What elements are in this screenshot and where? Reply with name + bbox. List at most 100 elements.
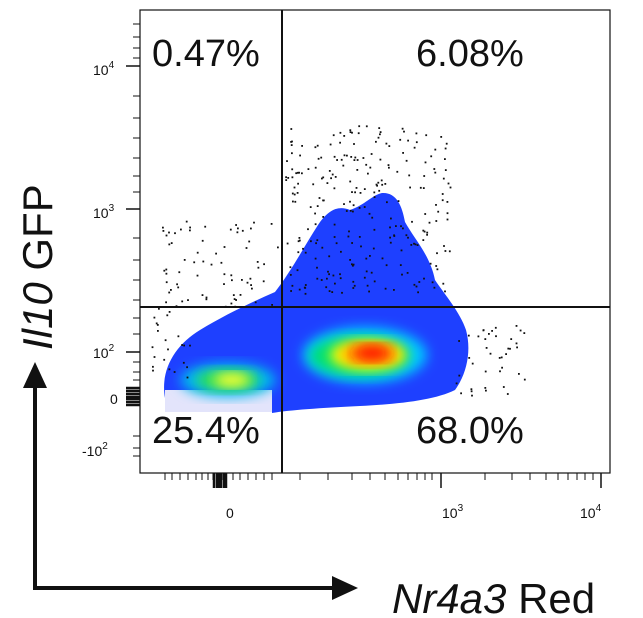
outlier-dot — [373, 280, 376, 283]
outlier-dot — [290, 128, 293, 130]
outlier-dot — [326, 277, 328, 280]
outlier-dot — [365, 125, 368, 128]
outlier-dot — [170, 289, 172, 291]
outlier-dot — [413, 146, 416, 149]
outlier-dot — [424, 213, 427, 215]
outlier-dot — [501, 366, 503, 369]
outlier-dot — [307, 228, 309, 231]
outlier-dot — [164, 339, 167, 342]
outlier-dot — [157, 330, 159, 332]
outlier-dot — [153, 316, 156, 319]
outlier-dot — [177, 286, 180, 289]
outlier-dot — [297, 251, 300, 254]
outlier-dot — [485, 389, 487, 392]
outlier-dot — [343, 203, 345, 205]
outlier-dot — [277, 246, 279, 249]
outlier-dot — [365, 163, 368, 166]
outlier-dot — [505, 353, 507, 355]
outlier-dot — [232, 294, 235, 296]
outlier-dot — [444, 250, 447, 252]
outlier-dot — [365, 257, 368, 260]
outlier-dot — [414, 243, 417, 246]
outlier-dot — [358, 207, 361, 209]
outlier-dot — [455, 382, 458, 385]
outlier-dot — [189, 344, 191, 347]
outlier-dot — [314, 146, 317, 149]
outlier-dot — [407, 236, 409, 239]
outlier-dot — [429, 262, 432, 265]
outlier-dot — [174, 232, 176, 235]
outlier-dot — [437, 210, 440, 213]
outlier-dot — [433, 168, 436, 170]
outlier-dot — [316, 266, 318, 269]
outlier-dot — [435, 265, 438, 267]
outlier-dot — [250, 284, 252, 286]
outlier-dot — [446, 201, 449, 203]
outlier-dot — [340, 158, 343, 161]
outlier-dot — [367, 172, 369, 175]
outlier-dot — [411, 220, 413, 223]
outlier-dot — [401, 273, 403, 276]
outlier-dot — [384, 183, 387, 185]
outlier-dot — [510, 338, 513, 340]
outlier-dot — [368, 212, 371, 215]
outlier-dot — [254, 301, 257, 304]
outlier-dot — [386, 201, 388, 204]
outlier-dot — [377, 181, 380, 184]
outlier-dot — [352, 287, 355, 289]
outlier-dot — [314, 257, 317, 260]
outlier-dot — [363, 188, 366, 190]
outlier-dot — [322, 216, 325, 218]
outlier-dot — [304, 287, 307, 289]
outlier-dot — [477, 335, 480, 338]
outlier-dot — [523, 378, 526, 381]
outlier-dot — [444, 169, 447, 171]
outlier-dot — [428, 221, 431, 224]
outlier-dot — [518, 373, 520, 375]
outlier-dot — [291, 192, 294, 195]
outlier-dot — [352, 204, 355, 207]
outlier-dot — [325, 286, 328, 289]
outlier-dot — [506, 393, 509, 395]
outlier-dot — [426, 231, 429, 234]
outlier-dot — [502, 386, 505, 388]
outlier-dot — [373, 196, 376, 198]
outlier-dot — [385, 142, 388, 145]
x-tick-label-0: 0 — [226, 505, 234, 521]
outlier-dot — [424, 161, 427, 164]
outlier-dot — [499, 370, 501, 373]
outlier-dot — [236, 231, 239, 234]
outlier-dot — [304, 251, 307, 254]
outlier-dot — [363, 206, 366, 208]
outlier-dot — [156, 324, 159, 326]
outlier-dot — [301, 145, 303, 147]
outlier-dot — [316, 144, 319, 147]
x-tick-label-1000: 103 — [442, 503, 464, 521]
outlier-dot — [230, 302, 233, 305]
outlier-dot — [372, 247, 375, 250]
outlier-dot — [468, 357, 471, 359]
outlier-dot — [297, 240, 300, 243]
outlier-dot — [448, 250, 451, 253]
outlier-dot — [390, 217, 392, 220]
outlier-dot — [436, 268, 439, 271]
outlier-dot — [250, 227, 252, 230]
outlier-dot — [388, 145, 391, 147]
outlier-dot — [365, 270, 368, 273]
outlier-dot — [405, 159, 408, 162]
outlier-dot — [384, 287, 387, 290]
outlier-dot — [519, 329, 522, 332]
x-tick-label-10000: 104 — [580, 503, 602, 521]
outlier-dot — [422, 239, 425, 241]
outlier-dot — [333, 155, 336, 158]
outlier-dot — [375, 140, 377, 143]
outlier-dot — [358, 236, 361, 238]
outlier-dot — [356, 159, 359, 161]
outlier-dot — [253, 221, 255, 224]
outlier-dot — [165, 268, 168, 271]
outlier-dot — [400, 249, 403, 252]
outlier-dot — [400, 225, 402, 228]
outlier-dot — [152, 369, 154, 372]
outlier-dot — [376, 184, 378, 187]
outlier-dot — [297, 182, 299, 185]
